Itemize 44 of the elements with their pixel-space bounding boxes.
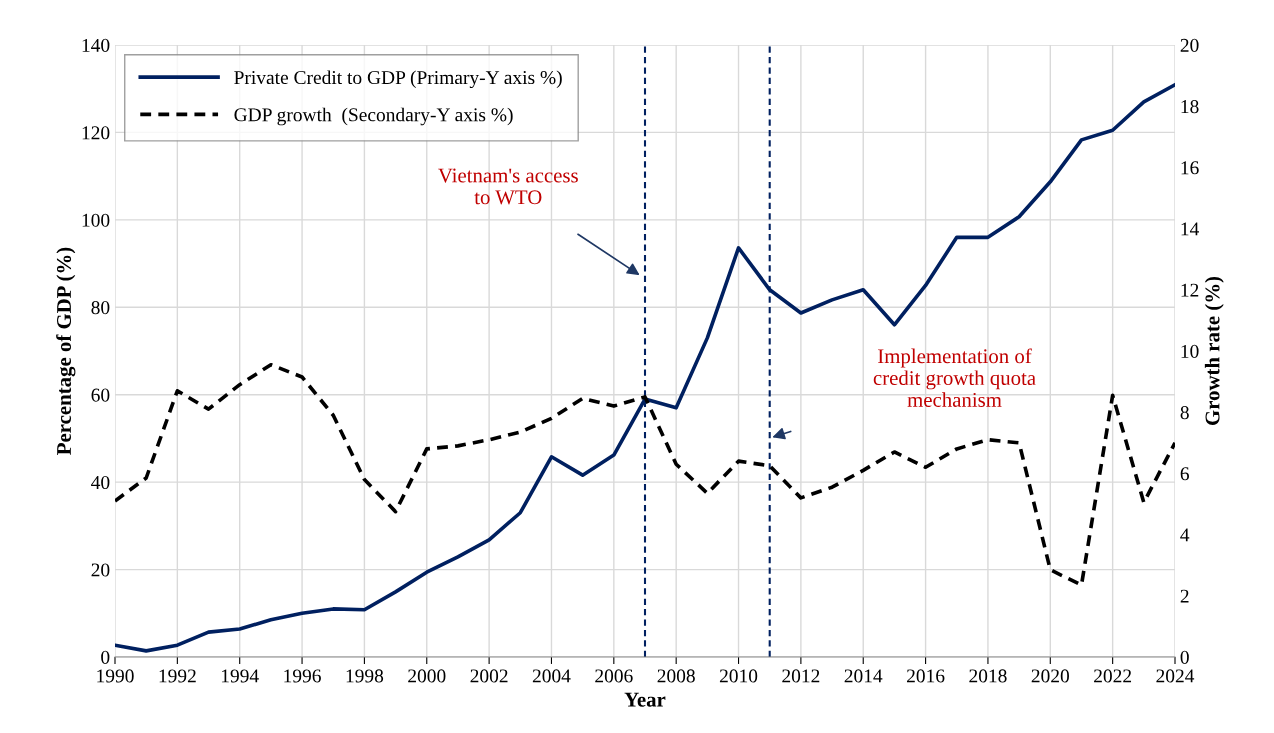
legend-label: GDP growth (Secondary-Y axis %) — [234, 107, 513, 126]
y-tick-label: 0 — [101, 650, 110, 664]
y-axis-title: Percentage of GDP (%) — [56, 247, 76, 455]
x-tick-label: 1990 — [97, 669, 134, 683]
y-tick-label: 60 — [91, 388, 110, 402]
y2-tick-label: 12 — [1181, 283, 1199, 297]
x-axis-title: Year — [624, 692, 666, 707]
y2-tick-label: 14 — [1181, 222, 1199, 236]
x-tick-label: 1994 — [221, 669, 259, 683]
y2-axis-title: Growth rate (%) — [1204, 276, 1224, 425]
y-tick-label: 80 — [91, 301, 110, 315]
y-tick-label: 140 — [82, 38, 110, 52]
y2-tick-label: 2 — [1180, 589, 1189, 603]
x-tick-label: 2014 — [844, 669, 883, 683]
x-tick-label: 2022 — [1094, 669, 1132, 683]
x-tick-label: 2004 — [532, 669, 571, 683]
x-tick-label: 2018 — [969, 669, 1007, 683]
x-tick-label: 2000 — [408, 669, 446, 683]
y2-tick-label: 4 — [1180, 528, 1190, 542]
x-tick-label: 1992 — [159, 669, 196, 683]
y2-tick-label: 20 — [1180, 38, 1199, 52]
x-tick-label: 2012 — [782, 669, 820, 683]
y2-tick-label: 8 — [1180, 406, 1189, 420]
x-tick-label: 2024 — [1156, 669, 1195, 683]
x-tick-label: 2020 — [1031, 669, 1069, 683]
annotation: Vietnam's access to WTO — [438, 168, 578, 205]
legend-label: Private Credit to GDP (Primary-Y axis %) — [234, 70, 562, 89]
x-tick-label: 2010 — [719, 669, 758, 683]
x-tick-label: 2006 — [595, 669, 633, 683]
x-tick-label: 2008 — [657, 669, 695, 683]
y2-tick-label: 6 — [1180, 467, 1189, 481]
y2-tick-label: 10 — [1181, 344, 1199, 358]
x-tick-label: 2016 — [907, 669, 945, 683]
y2-tick-label: 18 — [1181, 100, 1199, 114]
y-tick-label: 20 — [91, 563, 110, 577]
y-tick-label: 100 — [82, 213, 110, 227]
y2-tick-label: 0 — [1180, 650, 1189, 664]
x-tick-label: 1998 — [346, 669, 384, 683]
annotation: Implementation of credit growth quota mechanism — [873, 348, 1036, 407]
y-tick-label: 40 — [91, 475, 110, 490]
x-tick-label: 2002 — [470, 669, 508, 683]
x-tick-label: 1996 — [284, 669, 321, 683]
y2-tick-label: 16 — [1181, 161, 1199, 175]
y-tick-label: 120 — [82, 126, 110, 140]
